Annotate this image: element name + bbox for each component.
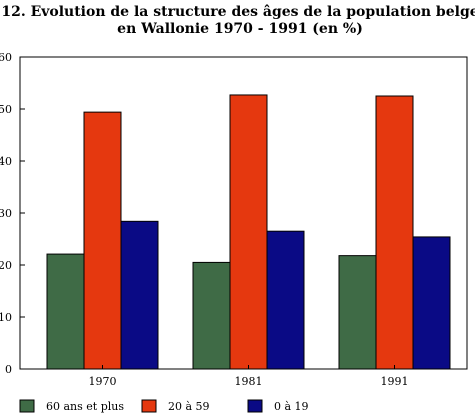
x-tick-label: 1991 — [381, 375, 409, 388]
chart-title-line1: 12. Evolution de la structure des âges d… — [1, 4, 475, 20]
bar-1991-series-0 — [338, 255, 377, 370]
legend: 60 ans et plus 20 à 59 0 à 19 — [19, 399, 309, 413]
x-tick-label: 1970 — [89, 375, 117, 388]
bar-1981-series-1 — [229, 94, 268, 370]
x-tick-label: 1981 — [235, 375, 263, 388]
legend-label: 60 ans et plus — [46, 400, 124, 413]
legend-swatch — [141, 399, 157, 413]
bar-1981-series-0 — [192, 261, 231, 370]
bar-1970-series-2 — [120, 220, 159, 370]
y-tick-label: 0 — [5, 363, 12, 376]
bar-1970-series-0 — [46, 253, 85, 370]
legend-label: 0 à 19 — [274, 400, 309, 413]
bar-1970-series-1 — [83, 111, 122, 370]
x-axis: 1970 1981 1991 — [89, 365, 409, 388]
y-axis: 0 10 20 30 40 50 60 — [0, 51, 25, 376]
y-tick-label: 50 — [0, 103, 12, 116]
bar-1991-series-1 — [375, 95, 414, 370]
y-tick-label: 30 — [0, 207, 12, 220]
legend-label: 20 à 59 — [168, 400, 210, 413]
y-tick-label: 40 — [0, 155, 12, 168]
bars — [46, 94, 451, 370]
chart-title-line2: en Wallonie 1970 - 1991 (en %) — [117, 21, 363, 37]
bar-1981-series-2 — [266, 230, 305, 370]
y-tick-label: 10 — [0, 311, 12, 324]
legend-swatch — [247, 399, 263, 413]
y-tick-label: 20 — [0, 259, 12, 272]
bar-1991-series-2 — [412, 236, 451, 370]
legend-swatch — [19, 399, 35, 413]
y-tick-label: 60 — [0, 51, 12, 64]
